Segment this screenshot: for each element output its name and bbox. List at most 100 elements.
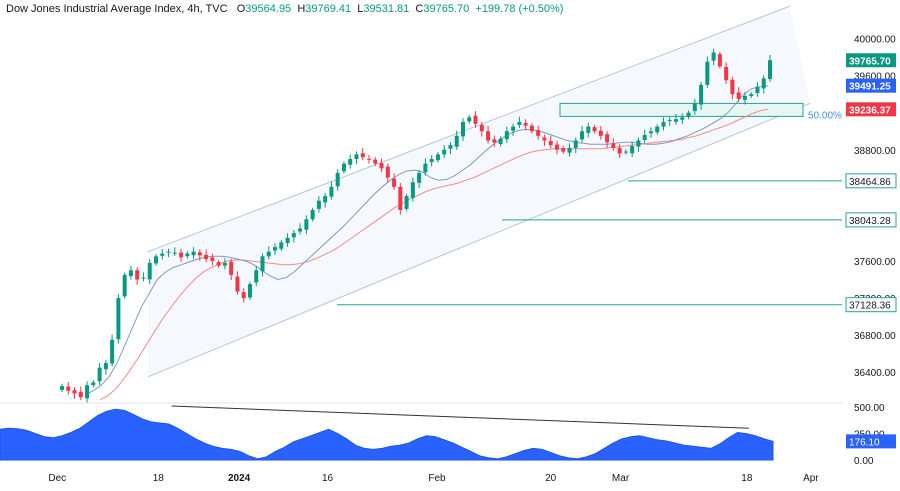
candle [373, 157, 378, 166]
fib-label: 50.00% [808, 110, 842, 121]
candle [636, 137, 641, 152]
candle-body [517, 121, 522, 125]
candle-body [335, 172, 340, 187]
candle-body [197, 252, 202, 256]
time-axis-label: 18 [153, 473, 165, 484]
time-axis-label: 20 [545, 473, 557, 484]
candle-body [160, 253, 165, 256]
channel-lower-line [147, 102, 811, 378]
candle [561, 145, 566, 154]
oscillator-tag-box [846, 434, 896, 449]
open-value: 39564.95 [245, 3, 292, 15]
candle [479, 121, 484, 137]
high-value: 39769.41 [305, 3, 352, 15]
candle-body [479, 124, 484, 132]
candle-body [680, 117, 685, 120]
channel-upper-line [147, 5, 791, 253]
candle [573, 137, 578, 154]
candle-body [674, 119, 679, 122]
candle-body [398, 186, 403, 210]
close-value: 39765.70 [423, 3, 470, 15]
candle [717, 51, 722, 69]
price-axis-label: 36400.00 [854, 368, 896, 379]
candle [166, 248, 171, 258]
candle-body [316, 200, 321, 209]
candle-body [141, 277, 146, 279]
candle-body [655, 126, 660, 133]
candle-body [442, 149, 447, 155]
candle [586, 122, 591, 138]
candle-body [648, 131, 653, 134]
candle-body [379, 163, 384, 169]
candle [554, 140, 559, 155]
ma-fast-line [84, 85, 769, 396]
candle [711, 48, 716, 66]
candle-body [542, 137, 547, 141]
candle-body [749, 94, 754, 96]
candle [241, 288, 246, 303]
candle [323, 193, 328, 208]
candle-body [72, 390, 77, 394]
candle [467, 115, 472, 124]
close-label: C [415, 3, 424, 15]
candle [179, 248, 184, 262]
candle-body [135, 270, 140, 280]
candle-body [567, 147, 572, 153]
price-tag-box [846, 78, 896, 93]
candle [204, 249, 209, 263]
candle [486, 125, 491, 144]
candle [567, 143, 572, 157]
candle [523, 119, 528, 131]
candle-body [78, 391, 83, 398]
candle [122, 272, 127, 299]
candle [536, 125, 541, 140]
candle-body [711, 52, 716, 61]
candle [611, 138, 616, 151]
candle-body [486, 131, 491, 141]
candle-body [724, 66, 729, 81]
candle [128, 265, 133, 280]
candle [517, 116, 522, 128]
candle [172, 247, 177, 256]
price-tag-text: 39236.37 [849, 105, 891, 116]
candle [768, 54, 772, 83]
oscillator-tag-text: 176.10 [849, 437, 880, 448]
candle-body [623, 151, 628, 153]
candle-body [60, 386, 64, 390]
candle [592, 124, 597, 134]
candle-body [523, 123, 528, 126]
candle [755, 82, 760, 97]
candle [674, 113, 679, 125]
candle-body [554, 144, 559, 150]
candle-body [473, 115, 478, 124]
candle-body [761, 78, 766, 89]
candle [153, 254, 158, 266]
candle [254, 265, 259, 287]
symbol-title[interactable]: Dow Jones Industrial Average Index, 4h, … [6, 3, 228, 15]
candle-body [410, 182, 415, 198]
candle-body [598, 130, 603, 136]
candle [72, 387, 77, 399]
candle-body [273, 247, 278, 251]
channel-layer [147, 5, 811, 378]
levels-layer: 50.00% [337, 102, 842, 306]
candle [291, 230, 296, 243]
price-tag-text: 38464.86 [849, 177, 891, 188]
change-value: +199.78 (+0.50%) [475, 3, 564, 15]
candle [736, 87, 741, 102]
candle [392, 173, 397, 190]
candle [222, 258, 227, 270]
candle [385, 163, 390, 183]
candle [761, 75, 766, 94]
time-axis-label: Apr [803, 473, 819, 484]
candle [316, 196, 321, 213]
candle [348, 154, 353, 169]
candle [210, 253, 215, 266]
candle-body [360, 153, 365, 158]
candle [310, 207, 315, 222]
candle-body [454, 135, 459, 147]
candle-body [373, 159, 378, 164]
candle [542, 134, 547, 146]
